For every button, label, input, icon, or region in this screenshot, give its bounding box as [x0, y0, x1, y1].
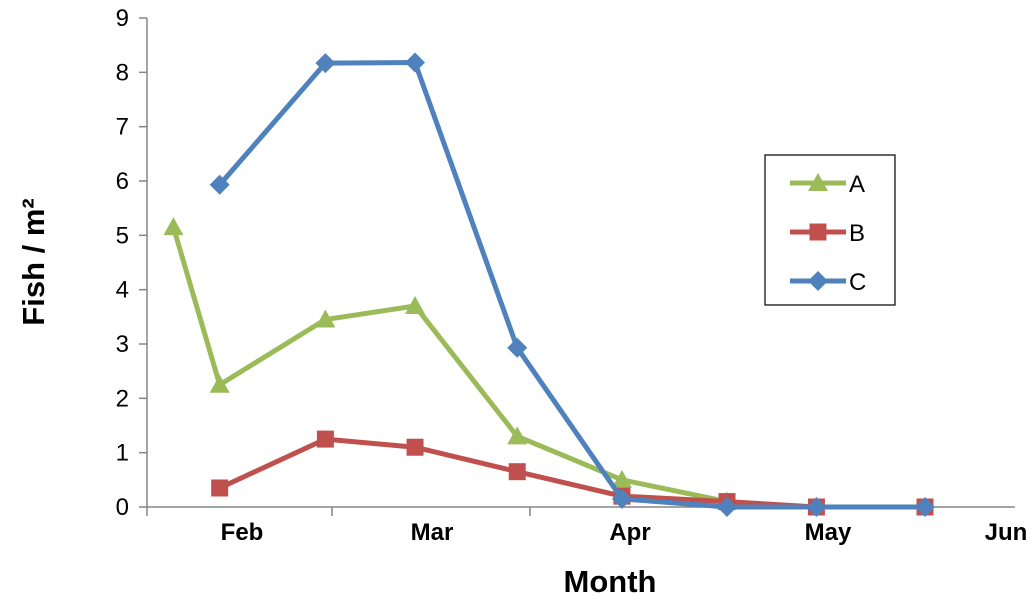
x-tick-label: Feb [221, 519, 264, 546]
y-tick-label: 8 [116, 59, 129, 86]
data-point-marker [209, 174, 230, 195]
data-point-marker [508, 463, 526, 481]
data-point-marker [611, 488, 632, 509]
data-point-marker [405, 52, 426, 73]
data-point-marker [808, 173, 828, 191]
y-ticks: 0 1 2 3 4 5 6 7 8 9 [116, 5, 147, 521]
data-point-marker [405, 295, 426, 314]
y-axis-title: Fish / m² [16, 198, 51, 325]
legend-label: C [849, 269, 866, 296]
series-line [171, 226, 728, 505]
y-tick-label: 1 [116, 440, 129, 467]
y-tick-label: 9 [116, 5, 129, 32]
data-point-marker [315, 53, 336, 74]
legend-label: A [849, 171, 865, 198]
data-point-marker [611, 469, 632, 488]
x-tick-label: Jun [985, 519, 1028, 546]
series-layer [163, 52, 935, 517]
data-point-marker [507, 337, 528, 358]
series-C [209, 52, 935, 517]
legend-label: B [849, 220, 865, 247]
y-tick-label: 5 [116, 222, 129, 249]
series-line [218, 436, 925, 510]
data-point-marker [315, 309, 336, 328]
data-point-marker [806, 497, 827, 517]
x-tick-label: Mar [411, 519, 454, 546]
data-point-marker [809, 223, 827, 241]
data-point-marker [163, 217, 184, 236]
series-A [163, 217, 737, 510]
x-tick-label: Apr [609, 519, 650, 546]
axes: 0 1 2 3 4 5 6 7 8 9 Feb Mar Apr May Jun [116, 5, 1028, 546]
data-point-marker [211, 479, 229, 497]
data-point-marker [507, 426, 528, 445]
data-point-marker [717, 497, 737, 517]
data-point-marker [316, 430, 334, 448]
y-tick-label: 0 [116, 494, 129, 521]
legend-entry-B: B [790, 220, 865, 247]
data-point-marker [406, 438, 424, 456]
y-tick-label: 4 [116, 277, 129, 304]
y-tick-label: 2 [116, 385, 129, 412]
data-point-marker [209, 374, 230, 393]
x-ticks: Feb Mar Apr May Jun [146, 507, 1028, 546]
legend: ABC [764, 154, 896, 306]
y-tick-label: 7 [116, 114, 129, 141]
y-tick-label: 3 [116, 331, 129, 358]
data-point-marker [915, 497, 935, 517]
x-axis-title: Month [564, 564, 657, 599]
legend-entry-C: C [790, 269, 866, 296]
legend-entry-A: A [790, 171, 865, 198]
series-line [217, 60, 925, 510]
x-tick-label: May [805, 519, 852, 546]
series-B [211, 430, 934, 516]
data-point-marker [808, 271, 828, 291]
y-tick-label: 6 [116, 168, 129, 195]
